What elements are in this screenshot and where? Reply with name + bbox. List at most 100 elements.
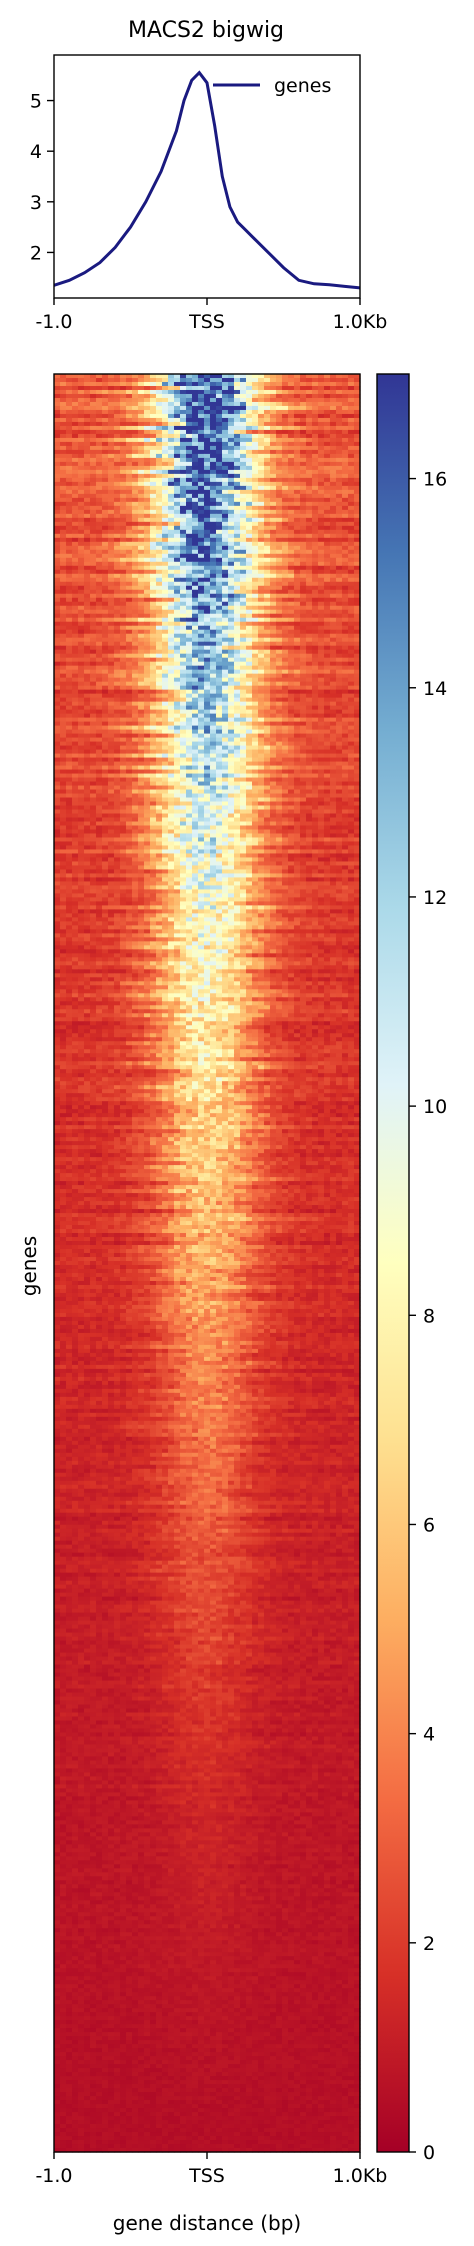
heatmap-cell <box>168 534 175 539</box>
heatmap-cell <box>90 534 97 539</box>
heatmap-cell <box>210 474 217 479</box>
heatmap-cell <box>126 690 133 695</box>
heatmap-cell <box>258 454 265 459</box>
heatmap-cell <box>276 622 283 627</box>
heatmap-cell <box>90 646 97 651</box>
heatmap-cell <box>198 718 205 723</box>
heatmap-cell <box>54 554 61 559</box>
heatmap-cell <box>264 442 271 447</box>
heatmap-cell <box>138 610 145 615</box>
heatmap-cell <box>276 570 283 575</box>
heatmap-cell <box>192 546 199 551</box>
heatmap-cell <box>234 654 241 659</box>
heatmap-cell <box>108 586 115 591</box>
heatmap-cell <box>108 554 115 559</box>
heatmap-cell <box>342 718 349 723</box>
heatmap-cell <box>222 622 229 627</box>
heatmap-cell <box>204 614 211 619</box>
heatmap-cell <box>66 714 73 719</box>
heatmap-cell <box>198 446 205 451</box>
heatmap-cell <box>348 446 355 451</box>
heatmap-cell <box>84 722 91 727</box>
heatmap-cell <box>54 402 61 407</box>
heatmap-cell <box>246 414 253 419</box>
heatmap-cell <box>90 734 97 739</box>
heatmap-cell <box>78 742 85 747</box>
heatmap-cell <box>144 474 151 479</box>
heatmap-cell <box>150 414 157 419</box>
heatmap-cell <box>276 458 283 463</box>
heatmap-cell <box>300 694 307 699</box>
heatmap-cell <box>126 410 133 415</box>
heatmap-cell <box>156 610 163 615</box>
heatmap-cell <box>162 606 169 611</box>
heatmap-cell <box>318 574 325 579</box>
heatmap-cell <box>78 430 85 435</box>
heatmap-cell <box>228 554 235 559</box>
heatmap-cell <box>282 634 289 639</box>
heatmap-cell <box>138 754 145 759</box>
heatmap-cell <box>222 658 229 663</box>
heatmap-cell <box>258 438 265 443</box>
heatmap-cell <box>168 638 175 643</box>
heatmap-cell <box>246 622 253 627</box>
heatmap-cell <box>258 578 265 583</box>
heatmap-cell <box>282 710 289 715</box>
heatmap-cell <box>270 438 277 443</box>
heatmap-cell <box>78 406 85 411</box>
heatmap-cell <box>132 714 139 719</box>
heatmap-cell <box>102 678 109 683</box>
heatmap-row <box>54 578 361 583</box>
heatmap-cell <box>126 738 133 743</box>
heatmap-cell <box>84 534 91 539</box>
heatmap-cell <box>330 602 337 607</box>
heatmap-cell <box>216 486 223 491</box>
heatmap-cell <box>186 754 193 759</box>
heatmap-cell <box>252 566 259 571</box>
heatmap-cell <box>78 666 85 671</box>
heatmap-cell <box>132 514 139 519</box>
heatmap-cell <box>144 506 151 511</box>
heatmap-cell <box>102 382 109 387</box>
heatmap-cell <box>324 618 331 623</box>
heatmap-cell <box>162 746 169 751</box>
heatmap-cell <box>114 710 121 715</box>
heatmap-cell <box>216 454 223 459</box>
heatmap-cell <box>132 602 139 607</box>
heatmap-cell <box>306 642 313 647</box>
heatmap-cell <box>120 498 127 503</box>
heatmap-cell <box>336 514 343 519</box>
heatmap-cell <box>318 750 325 755</box>
heatmap-cell <box>342 506 349 511</box>
heatmap-cell <box>312 454 319 459</box>
heatmap-cell <box>216 490 223 495</box>
heatmap-cell <box>144 622 151 627</box>
heatmap-cell <box>72 550 79 555</box>
heatmap-cell <box>60 506 67 511</box>
heatmap-cell <box>156 482 163 487</box>
heatmap-cell <box>132 586 139 591</box>
heatmap-cell <box>288 606 295 611</box>
heatmap-cell <box>348 742 355 747</box>
heatmap-cell <box>54 594 61 599</box>
heatmap-cell <box>210 458 217 463</box>
heatmap-cell <box>180 482 187 487</box>
heatmap-cell <box>126 522 133 527</box>
heatmap-cell <box>210 738 217 743</box>
heatmap-cell <box>156 394 163 399</box>
heatmap-cell <box>90 426 97 431</box>
heatmap-cell <box>126 754 133 759</box>
heatmap-cell <box>234 494 241 499</box>
heatmap-cell <box>234 634 241 639</box>
heatmap-cell <box>138 598 145 603</box>
heatmap-cell <box>198 434 205 439</box>
heatmap-cell <box>84 610 91 615</box>
heatmap-cell <box>324 718 331 723</box>
heatmap-cell <box>252 614 259 619</box>
heatmap-cell <box>114 422 121 427</box>
heatmap-cell <box>342 722 349 727</box>
heatmap-cell <box>258 498 265 503</box>
heatmap-cell <box>60 618 67 623</box>
heatmap-cell <box>348 626 355 631</box>
heatmap-cell <box>210 414 217 419</box>
